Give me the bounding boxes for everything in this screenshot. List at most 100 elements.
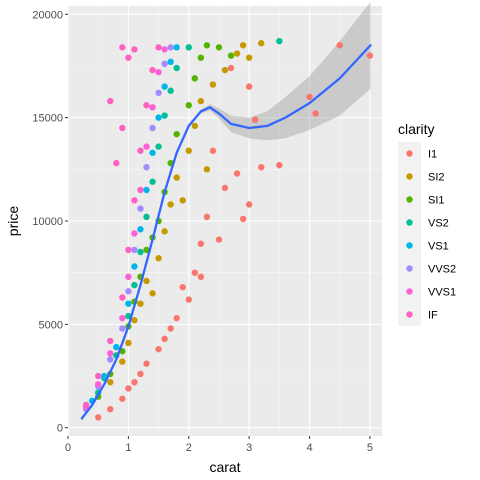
data-point-i1 — [366, 52, 374, 59]
data-point-i1 — [227, 64, 235, 72]
data-point-vs2 — [137, 248, 144, 256]
data-point-si2 — [258, 40, 265, 47]
data-point-i1 — [185, 296, 192, 303]
legend-label-si1: SI1 — [428, 195, 445, 207]
x-axis-ticks: 0 1 2 3 4 5 — [65, 436, 373, 454]
data-point-si2 — [149, 290, 156, 297]
data-point-vvs2 — [137, 205, 144, 212]
smooth-line — [80, 44, 372, 420]
data-point-vvs2 — [143, 164, 150, 171]
legend: I1 SI2 SI1 VS2 VS1 VVS2 VVS1 IF — [398, 142, 456, 326]
data-point-i1 — [239, 215, 247, 223]
x-tick-label: 2 — [186, 442, 192, 454]
data-point-si2 — [185, 147, 192, 154]
data-point-i1 — [173, 314, 180, 322]
data-point-i1 — [119, 395, 126, 402]
data-point-vvs2 — [119, 325, 126, 332]
data-point-si1 — [227, 52, 235, 59]
data-point-si2 — [203, 166, 211, 173]
data-point-i1 — [197, 240, 205, 247]
legend-swatch-i1 — [406, 150, 413, 157]
data-point-si2 — [155, 255, 162, 262]
data-point-if — [137, 147, 144, 154]
data-point-if — [119, 294, 126, 301]
data-point-si2 — [221, 66, 229, 74]
data-point-vvs1 — [119, 314, 126, 322]
data-point-vvs1 — [131, 230, 138, 237]
data-point-vvs1 — [125, 273, 132, 281]
data-point-vs2 — [173, 64, 180, 72]
data-point-si2 — [107, 379, 114, 386]
data-point-i1 — [131, 379, 138, 386]
data-point-vvs1 — [155, 68, 162, 76]
x-tick-label: 3 — [246, 442, 252, 454]
data-point-si2 — [233, 50, 241, 57]
data-point-vs2 — [143, 213, 150, 221]
data-point-si2 — [239, 42, 247, 49]
data-point-vs2 — [131, 281, 138, 289]
data-point-i1 — [167, 325, 174, 332]
data-point-vvs2 — [161, 60, 168, 68]
data-point-if — [125, 54, 132, 61]
data-point-if — [131, 197, 138, 204]
data-point-si1 — [215, 44, 223, 51]
data-point-i1 — [203, 213, 211, 221]
data-point-if — [82, 401, 90, 409]
smooth-line-path — [80, 44, 372, 420]
data-point-si2 — [197, 97, 205, 105]
legend-swatch-vvs2 — [406, 265, 413, 272]
y-axis-title: price — [5, 206, 21, 237]
data-point-vvs1 — [161, 46, 168, 53]
data-point-i1 — [258, 164, 265, 171]
legend-label-vs2: VS2 — [428, 218, 449, 230]
data-point-si2 — [161, 228, 168, 235]
x-tick-label: 1 — [125, 442, 131, 454]
data-point-si1 — [191, 75, 199, 82]
data-point-if — [113, 159, 120, 167]
y-tick-label: 0 — [57, 423, 63, 435]
data-point-vs1 — [161, 83, 168, 90]
data-point-vs2 — [149, 178, 156, 185]
data-point-vvs2 — [131, 246, 138, 254]
data-point-vs1 — [149, 149, 156, 156]
legend-label-i1: I1 — [428, 149, 437, 161]
legend-swatch-vs1 — [406, 242, 413, 249]
data-point-i1 — [161, 335, 168, 343]
data-point-i1 — [245, 201, 253, 208]
data-point-if — [125, 246, 132, 254]
data-point-si2 — [167, 201, 174, 208]
data-point-vvs1 — [94, 381, 102, 388]
y-tick-label: 10000 — [32, 216, 63, 228]
legend-swatch-vs2 — [406, 219, 413, 226]
data-point-si2 — [173, 174, 180, 181]
data-point-i1 — [245, 83, 253, 90]
data-point-if — [131, 46, 138, 53]
x-tick-label: 5 — [367, 442, 373, 454]
data-point-si2 — [179, 197, 186, 204]
data-point-i1 — [107, 405, 114, 413]
data-point-i1 — [197, 273, 205, 281]
data-point-if — [107, 337, 114, 345]
data-point-si1 — [185, 102, 192, 109]
legend-swatch-si2 — [406, 173, 413, 180]
data-point-i1 — [233, 170, 241, 177]
data-point-vvs1 — [143, 143, 150, 150]
data-point-i1 — [221, 184, 229, 192]
legend-title: clarity — [398, 121, 435, 137]
data-point-if — [119, 44, 126, 51]
data-point-vvs1 — [137, 186, 144, 194]
data-point-si2 — [245, 54, 253, 61]
data-point-si2 — [191, 122, 199, 130]
data-point-i1 — [143, 360, 150, 367]
confidence-band — [81, 1, 371, 421]
y-axis-ticks: 0 5000 10000 15000 20000 — [32, 9, 68, 435]
x-tick-label: 4 — [306, 442, 312, 454]
legend-label-vvs1: VVS1 — [428, 287, 456, 299]
data-point-if — [94, 372, 102, 380]
data-point-si2 — [143, 277, 150, 285]
data-point-si2 — [125, 339, 132, 347]
data-point-if — [119, 124, 126, 132]
data-point-si1 — [173, 130, 180, 138]
legend-swatch-if — [406, 311, 413, 318]
